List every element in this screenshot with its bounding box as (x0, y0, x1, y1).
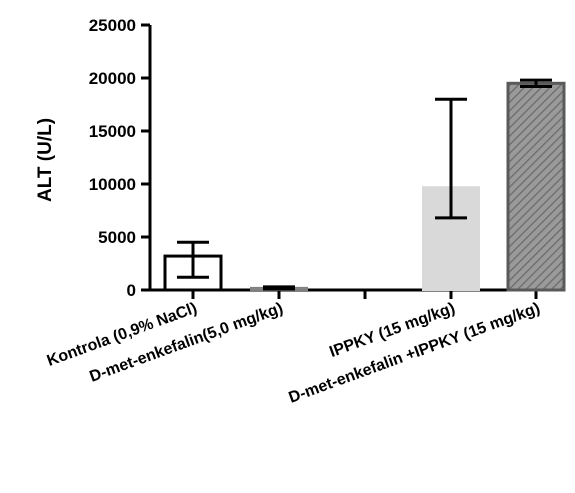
y-tick-label: 10000 (89, 175, 136, 194)
y-tick-label: 5000 (98, 228, 136, 247)
error-bars (177, 78, 552, 291)
y-tick-label: 20000 (89, 69, 136, 88)
category-labels: Kontrola (0,9% NaCl)D-met-enkefalin(5,0 … (45, 300, 543, 407)
y-tick-label: 0 (127, 281, 136, 300)
bars (163, 81, 566, 292)
bar (506, 81, 566, 292)
y-tick-label: 15000 (89, 122, 136, 141)
y-axis-title: ALT (U/L) (35, 118, 56, 202)
y-tick-label: 25000 (89, 16, 136, 35)
y-axis: 0 5000 10000 15000 20000 25000 (89, 16, 152, 300)
